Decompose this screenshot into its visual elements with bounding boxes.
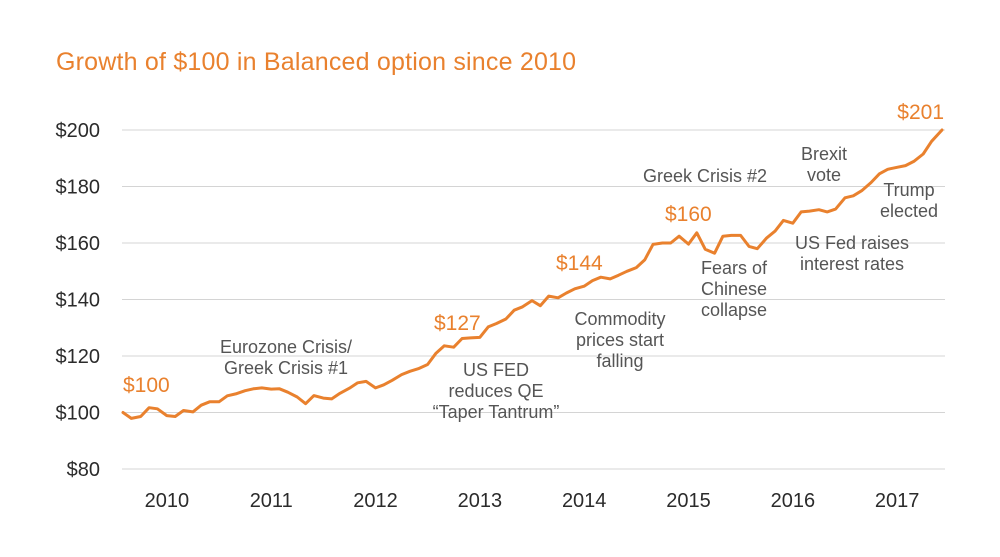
annotation-line: “Taper Tantrum” <box>433 402 560 422</box>
x-tick-label: 2017 <box>875 490 920 512</box>
annotation-line: falling <box>596 351 643 371</box>
annotation: Eurozone Crisis/Greek Crisis #1 <box>220 337 352 378</box>
x-tick-label: 2013 <box>458 490 503 512</box>
annotation-line: US Fed raises <box>795 233 909 253</box>
annotation-line: collapse <box>701 300 767 320</box>
y-tick-label: $200 <box>56 120 101 142</box>
y-axis-ticks: $80 $100 $120 $140 $160 $180 $200 <box>56 120 101 481</box>
value-labels: $100 $127 $144 $160 $201 <box>123 101 944 397</box>
annotation: Trump elected <box>880 180 938 221</box>
annotation-line: Fears of <box>701 258 768 278</box>
y-tick-label: $160 <box>56 233 101 255</box>
annotation-line: US FED <box>463 360 529 380</box>
y-tick-label: $120 <box>56 346 101 368</box>
annotation: Greek Crisis #2 <box>643 166 767 186</box>
x-tick-label: 2012 <box>353 490 398 512</box>
annotation-line: Trump <box>883 180 934 200</box>
x-tick-label: 2011 <box>250 490 293 512</box>
x-tick-label: 2015 <box>666 490 711 512</box>
annotation-line: prices start <box>576 330 664 350</box>
annotation-line: reduces QE <box>448 381 543 401</box>
series-line <box>121 128 944 420</box>
value-label: $144 <box>556 252 603 275</box>
annotation-line: Greek Crisis #1 <box>224 358 348 378</box>
y-tick-label: $140 <box>56 290 101 312</box>
chart-title: Growth of $100 in Balanced option since … <box>56 48 577 76</box>
annotation-line: interest rates <box>800 254 904 274</box>
x-tick-label: 2016 <box>771 490 816 512</box>
annotation: US FED reduces QE “Taper Tantrum” <box>433 360 560 422</box>
x-axis-ticks: 2010 2011 2012 2013 2014 2015 2016 2017 <box>145 490 920 512</box>
value-label: $100 <box>123 374 170 397</box>
y-tick-label: $100 <box>56 403 101 425</box>
annotation-line: elected <box>880 201 938 221</box>
annotation: Fears of Chinese collapse <box>701 258 768 320</box>
x-tick-label: 2014 <box>562 490 607 512</box>
x-tick-label: 2010 <box>145 490 190 512</box>
annotation: Brexit vote <box>801 144 847 185</box>
annotation: Commodity prices start falling <box>574 309 665 371</box>
value-label: $201 <box>897 101 944 124</box>
gridlines <box>122 129 945 470</box>
annotation-line: Eurozone Crisis/ <box>220 337 352 357</box>
annotation-line: vote <box>807 165 841 185</box>
y-tick-label: $80 <box>67 459 100 481</box>
y-tick-label: $180 <box>56 177 101 199</box>
annotation: US Fed raises interest rates <box>795 233 909 274</box>
annotation-line: Chinese <box>701 279 767 299</box>
annotation-line: Commodity <box>574 309 665 329</box>
annotation-line: Greek Crisis #2 <box>643 166 767 186</box>
value-label: $127 <box>434 312 481 335</box>
value-label: $160 <box>665 203 712 226</box>
annotations: Eurozone Crisis/Greek Crisis #1 US FED red… <box>220 144 938 422</box>
annotation-line: Brexit <box>801 144 847 164</box>
